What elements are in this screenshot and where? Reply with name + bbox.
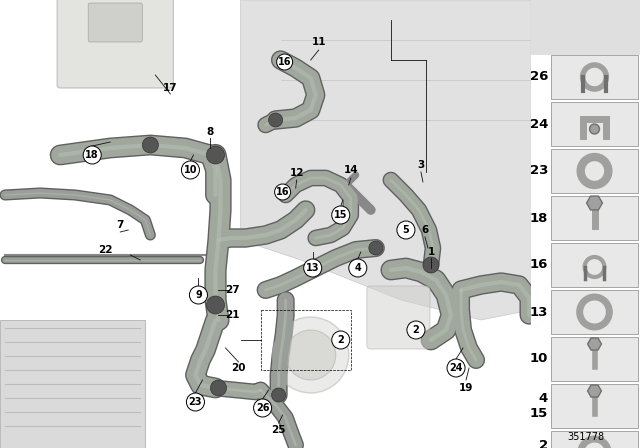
Circle shape [186, 393, 204, 411]
Circle shape [207, 146, 225, 164]
Text: 17: 17 [163, 83, 178, 93]
Polygon shape [588, 338, 602, 350]
Circle shape [207, 296, 225, 314]
Circle shape [273, 317, 349, 393]
FancyBboxPatch shape [0, 320, 145, 448]
FancyBboxPatch shape [551, 384, 638, 428]
FancyBboxPatch shape [551, 431, 638, 448]
Circle shape [271, 388, 285, 402]
Circle shape [211, 380, 227, 396]
Text: 9: 9 [195, 290, 202, 300]
Circle shape [83, 146, 101, 164]
Text: 2: 2 [337, 335, 344, 345]
Text: 24: 24 [530, 117, 548, 130]
Circle shape [269, 113, 283, 127]
Text: 2: 2 [413, 325, 419, 335]
Text: 5: 5 [403, 225, 410, 235]
Text: 20: 20 [231, 363, 246, 373]
Text: 23: 23 [530, 164, 548, 177]
Circle shape [332, 331, 350, 349]
Circle shape [253, 399, 271, 417]
Circle shape [407, 321, 425, 339]
Circle shape [142, 137, 158, 153]
Text: 3: 3 [417, 160, 424, 170]
Circle shape [181, 161, 200, 179]
Text: 11: 11 [312, 37, 326, 47]
Circle shape [369, 241, 383, 255]
Text: 351778: 351778 [567, 432, 604, 442]
Text: 18: 18 [530, 211, 548, 224]
Text: 16: 16 [278, 57, 291, 67]
Text: 10: 10 [184, 165, 197, 175]
FancyBboxPatch shape [551, 243, 638, 287]
Text: 22: 22 [98, 245, 113, 255]
Text: 13: 13 [306, 263, 319, 273]
Polygon shape [241, 0, 531, 320]
Circle shape [189, 286, 207, 304]
Bar [260, 310, 351, 370]
FancyBboxPatch shape [367, 286, 430, 349]
Circle shape [397, 221, 415, 239]
Circle shape [304, 259, 322, 277]
FancyBboxPatch shape [551, 102, 638, 146]
Text: 8: 8 [207, 127, 214, 137]
Text: 1: 1 [428, 247, 435, 257]
Text: 10: 10 [530, 353, 548, 366]
Circle shape [349, 259, 367, 277]
Text: 24: 24 [449, 363, 463, 373]
Text: 4
15: 4 15 [530, 392, 548, 420]
Text: 13: 13 [530, 306, 548, 319]
FancyBboxPatch shape [551, 337, 638, 381]
FancyBboxPatch shape [57, 0, 173, 88]
Text: 27: 27 [225, 285, 240, 295]
Text: 21: 21 [225, 310, 240, 320]
Text: 7: 7 [116, 220, 124, 230]
FancyBboxPatch shape [551, 149, 638, 193]
Text: 14: 14 [344, 165, 358, 175]
FancyBboxPatch shape [88, 3, 142, 42]
FancyBboxPatch shape [551, 55, 638, 99]
Circle shape [275, 184, 291, 200]
Polygon shape [588, 385, 602, 397]
Text: 16: 16 [276, 187, 289, 197]
Circle shape [447, 359, 465, 377]
FancyBboxPatch shape [551, 196, 638, 240]
Text: 18: 18 [85, 150, 99, 160]
Text: 15: 15 [334, 210, 348, 220]
FancyBboxPatch shape [551, 290, 638, 334]
Text: 25: 25 [271, 425, 286, 435]
Text: 16: 16 [530, 258, 548, 271]
Text: 26: 26 [256, 403, 269, 413]
FancyBboxPatch shape [531, 0, 640, 55]
Text: 6: 6 [421, 225, 429, 235]
Text: 2
9: 2 9 [539, 439, 548, 448]
Circle shape [276, 54, 292, 70]
Text: 12: 12 [289, 168, 304, 178]
Text: 19: 19 [459, 383, 473, 393]
Circle shape [589, 124, 600, 134]
Circle shape [285, 330, 336, 380]
Text: 4: 4 [355, 263, 361, 273]
Text: 23: 23 [189, 397, 202, 407]
Circle shape [332, 206, 350, 224]
Text: 26: 26 [530, 70, 548, 83]
Polygon shape [587, 196, 602, 210]
Circle shape [423, 257, 439, 273]
